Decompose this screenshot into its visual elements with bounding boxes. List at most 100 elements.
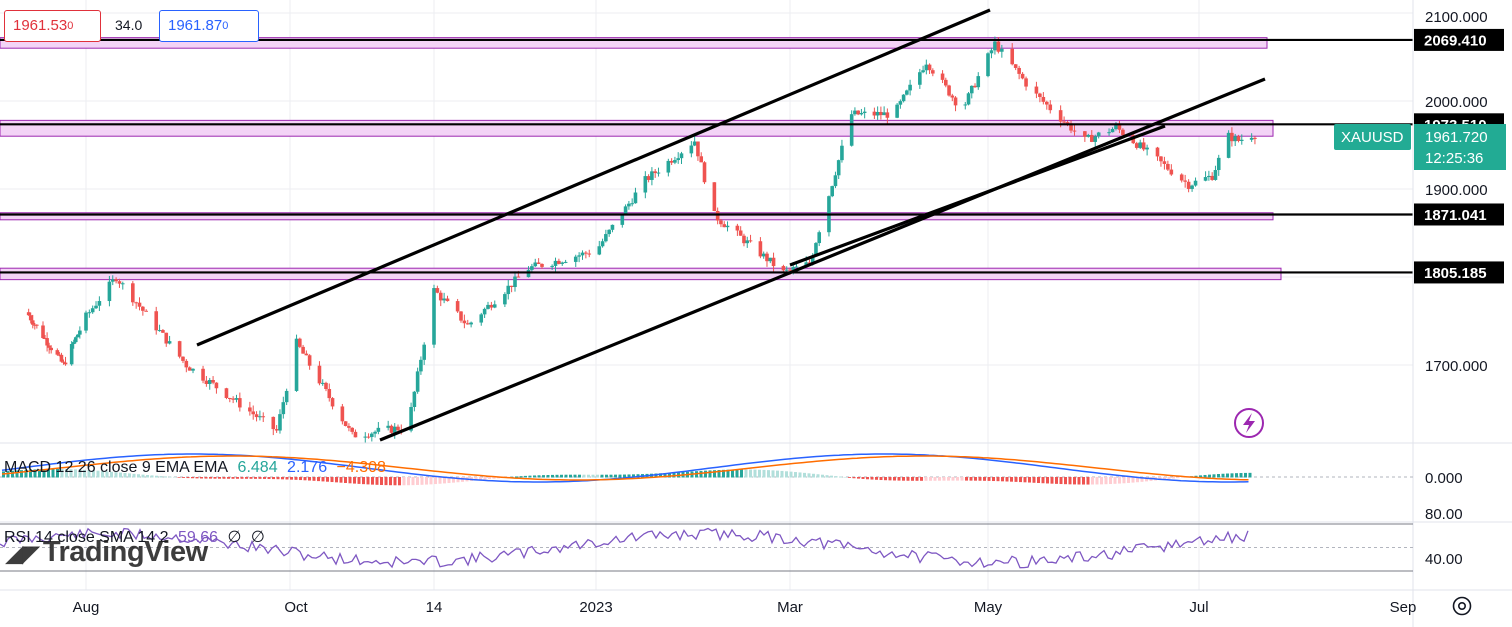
macd-bar-237 (1068, 477, 1072, 485)
macd-bar-106 (479, 477, 482, 481)
rsi-ma2-value: ∅ (250, 529, 265, 546)
macd-bar-187 (843, 476, 847, 478)
candle-257 (1186, 181, 1191, 189)
candle-123 (560, 262, 565, 264)
macd-bar-148 (668, 472, 671, 478)
macd-bar-60 (272, 477, 275, 480)
macd-bar-20 (92, 470, 95, 478)
macd-bar-270 (1217, 474, 1220, 478)
candle-215 (986, 53, 990, 77)
bid-price-box[interactable]: 1961.530 (4, 10, 101, 42)
macd-bar-26 (119, 472, 122, 478)
candle-185 (849, 114, 854, 146)
candle-48 (211, 380, 215, 383)
macd-bar-45 (204, 477, 208, 479)
candle-232 (1065, 122, 1070, 124)
macd-bar-250 (1127, 477, 1130, 483)
macd-bar-202 (911, 477, 914, 481)
candle-118 (536, 262, 541, 264)
macd-bar-251 (1131, 477, 1135, 483)
macd-bar-6 (29, 469, 32, 478)
macd-bar-201 (906, 477, 910, 481)
candle-40 (177, 341, 182, 357)
candle-169 (771, 257, 776, 267)
gear-icon[interactable] (1449, 593, 1475, 619)
rsi-line (0, 527, 1249, 569)
candle-51 (228, 398, 232, 400)
candle-60 (271, 416, 276, 430)
macd-bar-162 (731, 469, 734, 478)
macd-bar-77 (348, 477, 352, 484)
candle-135 (620, 214, 625, 225)
rsi-legend[interactable]: RSI 14 close SMA 14 2 59.66 ∅ ∅ (4, 527, 270, 547)
candle-139 (633, 192, 638, 204)
macd-bar-8 (38, 469, 41, 478)
candle-116 (530, 266, 534, 270)
macd-bar-61 (276, 477, 280, 480)
candle-88 (396, 426, 400, 431)
candle-243 (1117, 125, 1122, 130)
macd-bar-223 (1005, 477, 1009, 482)
macd-bar-164 (740, 469, 743, 478)
candle-132 (604, 234, 608, 242)
macd-bar-29 (132, 473, 136, 478)
macd-bar-243 (1095, 477, 1099, 485)
candle-252 (1162, 161, 1167, 164)
rsi-axis-tick-80: 80.00 (1425, 506, 1463, 523)
candle-190 (872, 111, 877, 116)
candle-77 (347, 426, 351, 428)
macd-bar-113 (510, 476, 514, 478)
candle-251 (1159, 156, 1163, 162)
macd-legend[interactable]: MACD 12 26 close 9 EMA EMA 6.484 2.176 −… (4, 459, 391, 477)
macd-bar-101 (456, 477, 460, 483)
macd-bar-188 (848, 477, 851, 478)
candle-15 (69, 344, 74, 365)
candle-170 (781, 266, 786, 271)
candle-271 (1253, 137, 1257, 139)
macd-bar-215 (969, 477, 973, 481)
candle-62 (278, 414, 282, 431)
macd-bar-109 (492, 477, 496, 479)
macd-bar-87 (393, 477, 397, 486)
macd-bar-210 (947, 477, 950, 481)
macd-bar-178 (803, 472, 806, 478)
ask-price-box[interactable]: 1961.870 (159, 10, 259, 42)
macd-bar-170 (767, 470, 770, 478)
candle-22 (90, 308, 95, 313)
candle-166 (761, 253, 766, 257)
macd-bar-232 (1046, 477, 1049, 484)
level-label-bg-0 (1414, 28, 1504, 51)
candle-181 (830, 186, 834, 197)
candle-198 (905, 90, 909, 95)
candle-214 (976, 76, 981, 88)
candle-193 (882, 112, 886, 116)
macd-bar-220 (992, 477, 995, 482)
candle-258 (1190, 185, 1194, 189)
macd-bar-171 (771, 470, 775, 478)
candle-92 (415, 371, 420, 392)
macd-bar-11 (51, 469, 55, 478)
candle-90 (409, 406, 413, 431)
macd-bar-191 (861, 477, 865, 479)
candle-147 (673, 160, 677, 163)
price-tick-1700: 1700.000 (1425, 358, 1488, 375)
candle-82 (370, 433, 374, 437)
macd-bar-115 (519, 476, 523, 478)
macd-bar-196 (884, 477, 887, 481)
macd-bar-177 (798, 472, 802, 478)
candle-140 (643, 176, 648, 193)
candle-61 (274, 429, 279, 431)
macd-bar-126 (569, 474, 572, 478)
candle-259 (1193, 180, 1198, 186)
macd-bar-58 (263, 477, 266, 479)
candle-177 (810, 255, 815, 265)
macd-bar-245 (1104, 477, 1108, 485)
candle-242 (1114, 125, 1118, 129)
macd-bar-139 (627, 474, 631, 478)
macd-bar-211 (951, 477, 955, 481)
rsi-ma1-value: ∅ (227, 529, 242, 546)
candle-104 (469, 322, 473, 325)
macd-bar-57 (258, 477, 262, 479)
macd-bar-134 (605, 474, 608, 478)
